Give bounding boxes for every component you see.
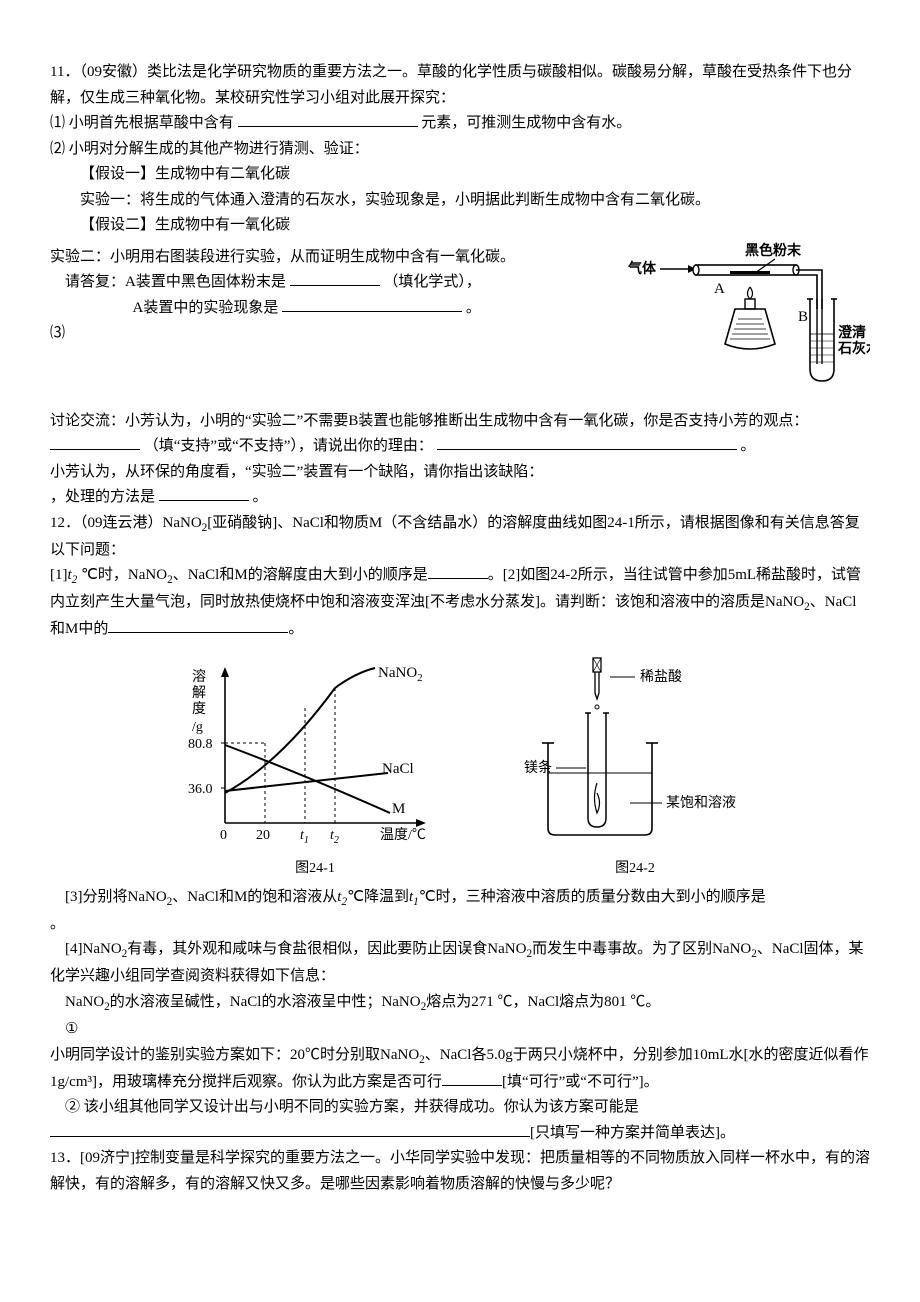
blank[interactable]: [290, 270, 380, 286]
x1: 20: [256, 828, 270, 843]
q12-s4-mid2: 而发生中毒事故。为了区别NaNO: [532, 941, 751, 957]
origin: 0: [220, 828, 227, 843]
q12-s1-mid: 、NaCl和M的溶解度由大到小的顺序是: [173, 567, 428, 583]
blank[interactable]: [428, 563, 488, 579]
curve1sub: 2: [417, 672, 423, 684]
blank[interactable]: [108, 617, 288, 633]
q12-s3-period: 。: [50, 912, 870, 938]
q12-s3-pre: [3]分别将NaNO: [65, 889, 167, 905]
q12-plan: 小明同学设计的鉴别实验方案如下：20℃时分别取NaNO2、NaCl各5.0g于两…: [50, 1043, 870, 1096]
q11-stem: 11．（09安徽）类比法是化学研究物质的重要方法之一。草酸的化学性质与碳酸相似。…: [50, 60, 870, 111]
q11-figure-row: 实验二：小明用右图装段进行实验，从而证明生成物中含有一氧化碳。 请答复：A装置中…: [50, 239, 870, 409]
q11-exp1: 实验一：将生成的气体通入澄清的石灰水，实验现象是，小明据此判断生成物中含有二氧化…: [80, 188, 870, 214]
gas-label: 气体: [627, 260, 657, 277]
q12-s4-pre: [4]NaNO: [65, 941, 122, 957]
q12-sub4: [4]NaNO2有毒，其外观和咸味与食盐很相似，因此要防止因误食NaNO2而发生…: [50, 937, 870, 990]
ylab2: 解: [192, 685, 206, 701]
charts-row: 溶 解 度 /g 80.8 36.0 0 20 t1 t2 温度/℃ NaNO2: [50, 653, 870, 881]
q11-discuss-mid: （填“支持”或“不支持”），请说出你的理由：: [144, 438, 433, 454]
lime-label1: 澄清: [838, 324, 866, 341]
y2: 36.0: [188, 782, 213, 797]
q11-answer-line: 请答复：A装置中黑色固体粉末是 （填化学式），: [50, 270, 600, 296]
xlabel: 温度/℃: [380, 827, 426, 843]
q11-p1-pre: ⑴ 小明首先根据草酸中含有: [50, 115, 234, 131]
q11-ans-pre: 请答复：A装置中黑色固体粉末是: [65, 274, 286, 290]
q12-s1-label: ℃时，NaNO: [77, 567, 167, 583]
q11-answer-line2: A装置中的实验现象是 。: [50, 296, 600, 322]
q12-info: NaNO2的水溶液呈碱性，NaCl的水溶液呈中性；NaNO2熔点为271 ℃，N…: [50, 990, 870, 1017]
svg-text:NaNO2: NaNO2: [378, 665, 423, 684]
blank[interactable]: [159, 485, 249, 501]
q11-part2: ⑵ 小明对分解生成的其他产物进行猜测、验证：: [50, 137, 870, 163]
chart-24-2: 稀盐酸 镁条 某饱和溶液 图24-2: [520, 653, 750, 881]
q12-s3-mid: 、NaCl和M的饱和溶液从: [172, 889, 337, 905]
q11-exp2: 实验二：小明用右图装段进行实验，从而证明生成物中含有一氧化碳。: [50, 245, 600, 271]
curve2: NaCl: [382, 761, 414, 777]
q12-info-pre: NaNO: [65, 994, 104, 1010]
q12-plan-pre: 小明同学设计的鉴别实验方案如下：20℃时分别取NaNO: [50, 1047, 419, 1063]
svg-text:t2: t2: [330, 828, 339, 846]
xt2sub: 2: [334, 835, 339, 846]
blank[interactable]: [437, 434, 737, 450]
q12-s1-pre: [1]: [50, 567, 68, 583]
lime-label2: 石灰水: [837, 340, 870, 357]
q11-discuss-text: 讨论交流：小芳认为，小明的“实验二”不需要B装置也能够推断出生成物中含有一氧化碳…: [50, 413, 808, 429]
curve3: M: [392, 801, 405, 817]
chart1-caption: 图24-1: [170, 857, 460, 881]
blank[interactable]: [282, 296, 462, 312]
q12-sub1: [1]t2 ℃时，NaNO2、NaCl和M的溶解度由大到小的顺序是。[2]如图2…: [50, 563, 870, 643]
black-powder-label: 黑色粉末: [745, 242, 802, 259]
q12-c2-end: [只填写一种方案并简单表达]。: [530, 1125, 735, 1141]
q11-hyp2: 【假设二】生成物中有一氧化碳: [80, 213, 870, 239]
hcl: 稀盐酸: [640, 669, 682, 685]
b-label: B: [798, 309, 808, 325]
q12-circle2: ② 该小组其他同学又设计出与小明不同的实验方案，并获得成功。你认为该方案可能是: [50, 1095, 870, 1121]
q12-c2-blank: [只填写一种方案并简单表达]。: [50, 1121, 870, 1147]
y1: 80.8: [188, 737, 213, 752]
chart2-caption: 图24-2: [520, 857, 750, 881]
chart-24-1: 溶 解 度 /g 80.8 36.0 0 20 t1 t2 温度/℃ NaNO2: [170, 653, 460, 881]
q12-sub3: [3]分别将NaNO2、NaCl和M的饱和溶液从t2℃降温到t1℃时，三种溶液中…: [50, 885, 870, 912]
q12-s3-mid2: ℃降温到: [347, 889, 409, 905]
q12-info-end: 熔点为271 ℃，NaCl熔点为801 ℃。: [426, 994, 660, 1010]
q12-circle1: ①: [50, 1017, 870, 1043]
q11-ans-post: 。: [466, 300, 481, 316]
q12-s4-mid: 有毒，其外观和咸味与食盐很相似，因此要防止因误食NaNO: [127, 941, 526, 957]
q11-defect2: ，处理的方法是 。: [50, 485, 870, 511]
ylab3: 度: [192, 701, 206, 717]
q11-defect2-pre: ，处理的方法是: [50, 489, 155, 505]
svg-text:t1: t1: [300, 828, 309, 846]
q13-stem: 13．[09济宁]控制变量是科学探究的重要方法之一。小华同学实验中发现：把质量相…: [50, 1146, 870, 1197]
q12-s3-mid3: ℃时，三种溶液中溶质的质量分数由大到小的顺序是: [419, 889, 766, 905]
q11-hyp1: 【假设一】生成物中有二氧化碳: [80, 162, 870, 188]
q11-ans-mid: （填化学式），: [383, 274, 481, 290]
q11-discuss: 讨论交流：小芳认为，小明的“实验二”不需要B装置也能够推断出生成物中含有一氧化碳…: [50, 409, 870, 460]
period: 。: [740, 438, 755, 454]
q11-defect: 小芳认为，从环保的角度看，“实验二”装置有一个缺陷，请你指出该缺陷：: [50, 460, 870, 486]
blank[interactable]: [50, 434, 140, 450]
q12-info-mid: 的水溶液呈碱性，NaCl的水溶液呈中性；NaNO: [110, 994, 421, 1010]
ylab1: 溶: [192, 669, 206, 685]
period: 。: [253, 489, 268, 505]
q11-part3: ⑶: [50, 321, 600, 347]
q12-stem: 12．（09连云港）NaNO2[亚硝酸钠]、NaCl和物质M（不含结晶水）的溶解…: [50, 511, 870, 564]
yunit: /g: [192, 720, 203, 735]
apparatus-diagram: 气体 黑色粉末 A: [610, 239, 870, 409]
sol: 某饱和溶液: [666, 795, 736, 811]
q12-stem-pre: 12．（09连云港）NaNO: [50, 515, 202, 531]
curve1: NaNO: [378, 665, 417, 681]
q11-p1-post: 元素，可推测生成物中含有水。: [421, 115, 631, 131]
a-label: A: [714, 281, 725, 297]
blank[interactable]: [50, 1121, 530, 1137]
xt1sub: 1: [304, 835, 309, 846]
q11-part1: ⑴ 小明首先根据草酸中含有 元素，可推测生成物中含有水。: [50, 111, 870, 137]
mg: 镁条: [524, 759, 552, 776]
q11-ans-pre2: A装置中的实验现象是: [133, 300, 279, 316]
period: 。: [288, 621, 303, 637]
blank[interactable]: [442, 1070, 502, 1086]
blank[interactable]: [238, 111, 418, 127]
q12-plan-end: [填“可行”或“不可行”]。: [502, 1074, 659, 1090]
